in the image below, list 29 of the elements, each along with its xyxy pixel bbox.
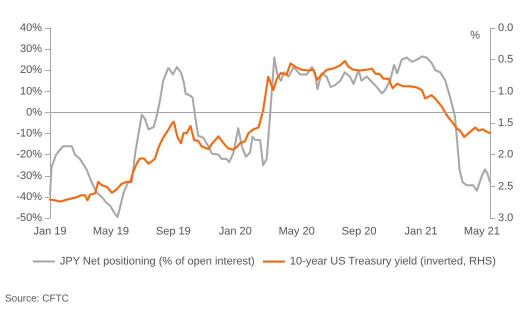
legend-label: JPY Net positioning (% of open interest)	[60, 256, 255, 268]
x-tick-label: Jan 21	[404, 226, 438, 238]
y2-tick-label: 2.0	[498, 148, 514, 161]
legend-label: 10-year US Treasury yield (inverted, RHS)	[290, 256, 496, 268]
y-tick-label: 40%	[20, 22, 42, 34]
x-tick-label: May 19	[92, 226, 129, 238]
y-tick-label: -30%	[16, 170, 42, 182]
x-tick-label: May 20	[278, 226, 315, 238]
x-tick-label: Sep 20	[342, 226, 377, 238]
y-tick-label: -40%	[16, 190, 42, 203]
y2-tick-label: 1.5	[498, 117, 514, 129]
y-tick-label: -50%	[16, 212, 42, 224]
x-tick-label: Jan 19	[33, 226, 67, 238]
y2-tick-label: 0.0	[498, 22, 514, 34]
y2-tick-label: 1.0	[498, 85, 514, 98]
y2-tick-label: 3.0	[498, 212, 514, 224]
y-tick-label: 0%	[26, 106, 42, 118]
y-tick-label: 20%	[20, 64, 42, 76]
y2-tick-label: 2.5	[498, 180, 514, 192]
y2-tick-label: 0.5	[498, 54, 514, 66]
source-note: Source: CFTC	[5, 294, 69, 304]
y-tick-label: 30%	[20, 43, 42, 56]
y-tick-label: -20%	[16, 148, 42, 161]
y-tick-label: -10%	[16, 128, 42, 140]
y2-axis-title: %	[470, 30, 480, 42]
x-tick-label: Jan 20	[218, 226, 252, 238]
x-tick-label: Sep 19	[156, 226, 191, 238]
y-tick-label: 10%	[20, 85, 42, 98]
x-tick-label: May 21	[464, 226, 500, 238]
